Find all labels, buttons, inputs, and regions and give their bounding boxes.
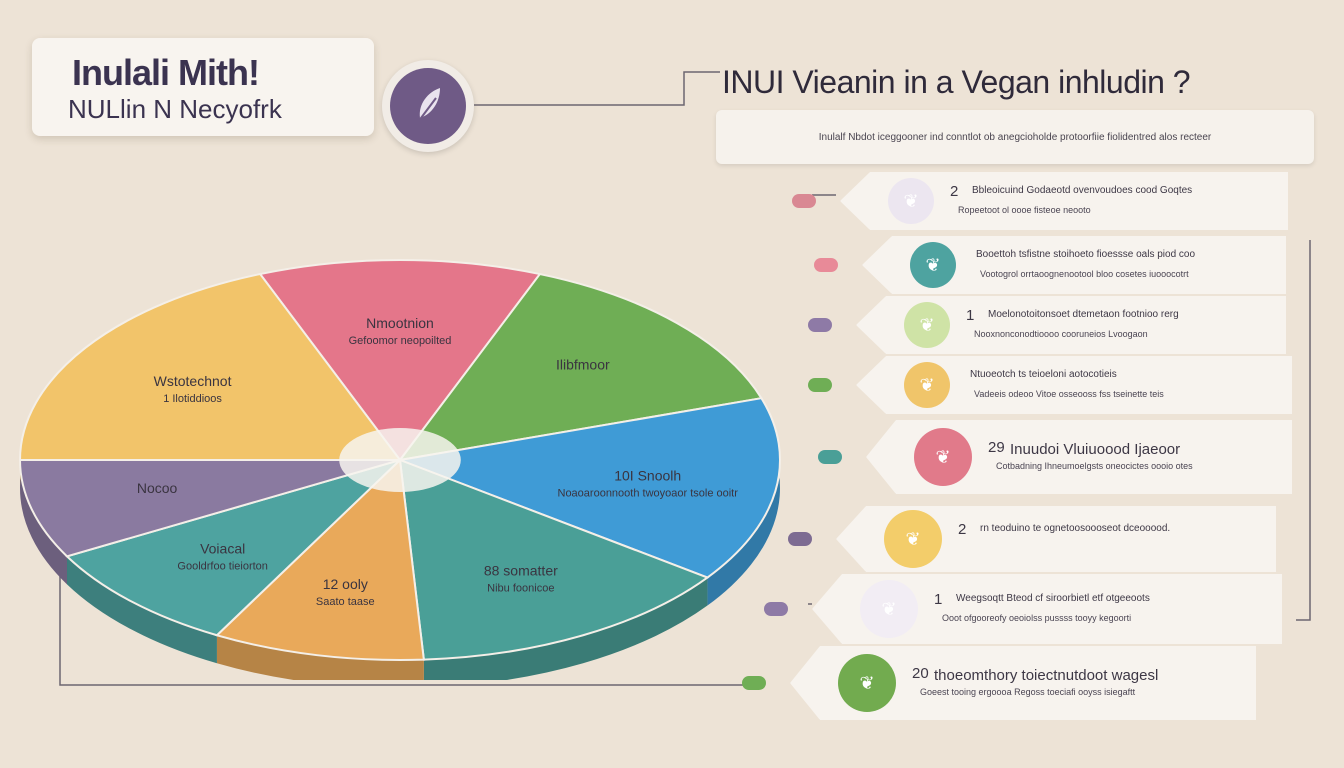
- pie-depth-segment: [20, 460, 68, 585]
- legend-line2: Cotbadning Ihneumoelgsts oneocictes oooi…: [996, 461, 1193, 471]
- legend-card: ❦ 29 Inuudoi Vluiuoood Ijaeoor Cotbadning I…: [866, 420, 1292, 494]
- pie-slice: [258, 259, 542, 462]
- legend-line2: Vadeeis odeoo Vitoe osseooss fss tseinet…: [974, 389, 1164, 399]
- legend-pill: [792, 194, 816, 208]
- page-title: Inulali Mith!: [72, 52, 260, 93]
- pie-depth-segment: [67, 556, 217, 664]
- slice-label: 10I Snoolh: [614, 468, 681, 484]
- pie-slice: [18, 459, 401, 558]
- legend-number: 1: [934, 591, 943, 608]
- pie-slice: [396, 397, 781, 579]
- slice-detail: Saato taase: [316, 596, 375, 608]
- legend-pill: [764, 602, 788, 616]
- legend-number: 29: [988, 439, 1005, 456]
- legend-pill: [788, 532, 812, 546]
- slice-detail: Gefoomor neopoilted: [349, 335, 452, 347]
- slice-detail: Gooldrfoo tieiorton: [177, 560, 268, 572]
- page-subtitle: NULlin N Necyofrk: [68, 94, 282, 124]
- pie-slice: [214, 457, 425, 661]
- pie-depth-segment: [707, 398, 781, 606]
- legend-pill: [808, 318, 832, 332]
- legend-card: ❦ 1 Moelonotoitonsoet dtemetaon footnioo r…: [856, 296, 1286, 354]
- legend-pill: [818, 450, 842, 464]
- legend-pill: [808, 378, 832, 392]
- legend-card: ❦ 20 thoeomthory toiectnutdoot wagesl Goees…: [790, 646, 1256, 720]
- legend-pill: [742, 676, 766, 690]
- header-badge: [382, 60, 474, 152]
- pie-center: [339, 428, 461, 492]
- legend-card: ❦ Ntuoeotch ts teioeloni aotocotieis Vadee…: [856, 356, 1292, 414]
- headline: INUI Vieanin in a Vegan inhludin ?: [722, 64, 1191, 100]
- slice-label: 12 ooly: [323, 576, 368, 592]
- sprout-icon: ❦: [904, 302, 950, 348]
- title-card: Inulali Mith! NULlin N Necyofrk: [32, 38, 374, 136]
- legend-number: 2: [950, 183, 959, 200]
- slice-detail: Nibu foonicoe: [487, 583, 554, 595]
- legend-line1: Bbleoicuind Godaeotd ovenvoudoes cood Go…: [972, 185, 1193, 196]
- legend-line2: Ropeetoot ol oooe fisteoe neooto: [958, 205, 1091, 215]
- pie-slice: [18, 272, 403, 461]
- legend-number: 2: [958, 521, 967, 538]
- pie-chart: Nmootnion Gefoomor neopoilted Ilibfmoor 10I…: [18, 259, 781, 680]
- legend-line1: Weegsoqtt Bteod cf siroorbietl etf otgee…: [956, 593, 1150, 604]
- legend-card: ❦ Booettoh tsfistne stoihoeto fioessse oa…: [862, 236, 1286, 294]
- bread-icon: ❦: [884, 510, 942, 568]
- intro-bar: Inulalf Nbdot iceggooner ind conntlot ob…: [716, 110, 1314, 164]
- legend-line1: Moelonotoitonsoet dtemetaon footnioo rer…: [988, 309, 1179, 320]
- legend-card: ❦ 2 rn teoduino te ognetoosoooseot dceoooo…: [836, 506, 1276, 572]
- legend-line1: thoeomthory toiectnutdoot wagesl: [934, 667, 1159, 684]
- legend-pill: [814, 258, 838, 272]
- leaf-icon: [390, 68, 466, 144]
- legend-line1: rn teoduino te ognetoosoooseot dceooood.: [980, 523, 1171, 534]
- slice-label: Wstotechnot: [154, 373, 232, 389]
- legend-line1: Ntuoeotch ts teioeloni aotocotieis: [970, 369, 1117, 380]
- leaf-icon: ❦: [888, 178, 934, 224]
- seed-icon: ❦: [904, 362, 950, 408]
- legend-line1: Inuudoi Vluiuoood Ijaeoor: [1010, 441, 1181, 458]
- slice-label: Voiacal: [200, 540, 245, 556]
- slice-label: 88 somatter: [484, 563, 558, 579]
- intro-text: Inulalf Nbdot iceggooner ind conntlot ob…: [818, 132, 1212, 143]
- legend-number: 1: [966, 307, 975, 324]
- legend-card: ❦ 1 Weegsoqtt Bteod cf siroorbietl etf otg…: [812, 574, 1282, 644]
- pie-slice: [398, 458, 710, 661]
- slice-label: Ilibfmoor: [556, 357, 610, 373]
- slice-detail: Noaoaroonnooth twoyoaor tsole ooitr: [558, 488, 739, 500]
- legend-card: ❦ 2 Bbleoicuind Godaeotd ovenvoudoes cood …: [840, 172, 1288, 230]
- pie-slices: [18, 259, 781, 661]
- pie-labels: Nmootnion Gefoomor neopoilted Ilibfmoor 10I…: [137, 315, 738, 608]
- legend-number: 20: [912, 665, 929, 682]
- pie-slice: [65, 459, 401, 637]
- bowl-icon: ❦: [910, 242, 956, 288]
- legend-line2: Ooot ofgooreofy oeoiolss pussss tooyy ke…: [942, 613, 1132, 623]
- pie-depth-segment: [216, 635, 424, 680]
- legend-line2: Goeest tooing ergoooa Regoss toeciafi oo…: [920, 687, 1136, 697]
- envelope-icon: ❦: [860, 580, 918, 638]
- slice-detail: 1 Ilotiddioos: [163, 393, 222, 405]
- slice-label: Nmootnion: [366, 315, 434, 331]
- legend-line1: Booettoh tsfistne stoihoeto fioessse oal…: [976, 249, 1196, 260]
- legend-line2: Vootogrol orrtaoognenootool bloo cosetes…: [980, 269, 1189, 279]
- slice-label: Nocoo: [137, 480, 178, 496]
- legend-line2: Nooxnonconodtioooo cooruneios Lvoogaon: [974, 329, 1148, 339]
- clover-icon: ❦: [838, 654, 896, 712]
- fruit-icon: ❦: [914, 428, 972, 486]
